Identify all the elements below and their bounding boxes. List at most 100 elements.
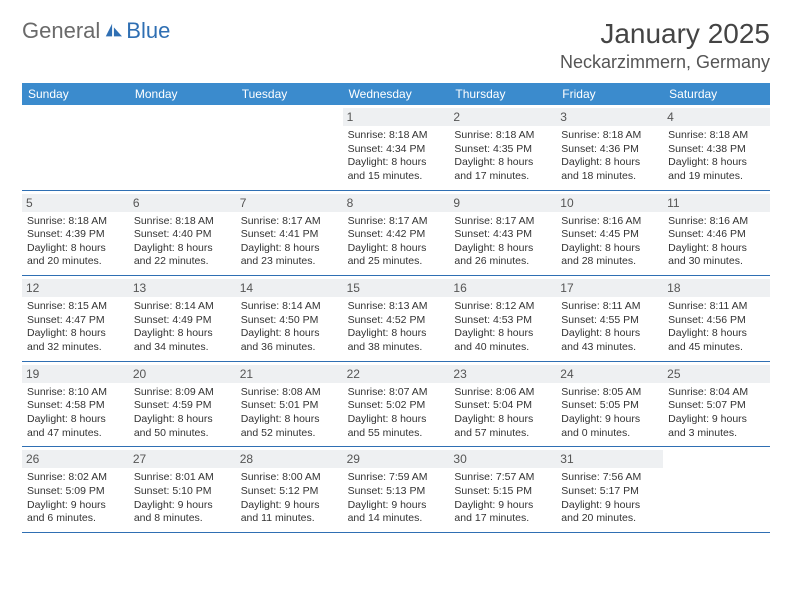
weekday-label: Sunday bbox=[22, 83, 129, 105]
day-details: Sunrise: 8:18 AMSunset: 4:34 PMDaylight:… bbox=[348, 129, 445, 184]
day-details: Sunrise: 8:08 AMSunset: 5:01 PMDaylight:… bbox=[241, 386, 338, 441]
day-number: 11 bbox=[663, 194, 770, 212]
day-details: Sunrise: 8:07 AMSunset: 5:02 PMDaylight:… bbox=[348, 386, 445, 441]
day-cell bbox=[22, 105, 129, 190]
weekday-label: Monday bbox=[129, 83, 236, 105]
day-details: Sunrise: 8:06 AMSunset: 5:04 PMDaylight:… bbox=[454, 386, 551, 441]
day-cell: 23 Sunrise: 8:06 AMSunset: 5:04 PMDayligh… bbox=[449, 362, 556, 447]
day-number: 12 bbox=[22, 279, 129, 297]
day-cell bbox=[129, 105, 236, 190]
day-cell: 31 Sunrise: 7:56 AMSunset: 5:17 PMDayligh… bbox=[556, 447, 663, 532]
day-cell: 30 Sunrise: 7:57 AMSunset: 5:15 PMDayligh… bbox=[449, 447, 556, 532]
day-number: 30 bbox=[449, 450, 556, 468]
day-number: 10 bbox=[556, 194, 663, 212]
day-details: Sunrise: 8:17 AMSunset: 4:42 PMDaylight:… bbox=[348, 215, 445, 270]
weekday-label: Thursday bbox=[449, 83, 556, 105]
day-cell: 27Sunrise: 8:01 AMSunset: 5:10 PMDayligh… bbox=[129, 447, 236, 532]
day-number: 31 bbox=[556, 450, 663, 468]
day-details: Sunrise: 8:11 AMSunset: 4:55 PMDaylight:… bbox=[561, 300, 658, 355]
day-cell: 9 Sunrise: 8:17 AMSunset: 4:43 PMDaylight… bbox=[449, 191, 556, 276]
day-details: Sunrise: 8:13 AMSunset: 4:52 PMDaylight:… bbox=[348, 300, 445, 355]
day-details: Sunrise: 8:02 AMSunset: 5:09 PMDaylight:… bbox=[27, 471, 124, 526]
day-cell: 7 Sunrise: 8:17 AMSunset: 4:41 PMDaylight… bbox=[236, 191, 343, 276]
calendar: Sunday Monday Tuesday Wednesday Thursday… bbox=[22, 83, 770, 533]
day-cell: 3 Sunrise: 8:18 AMSunset: 4:36 PMDaylight… bbox=[556, 105, 663, 190]
day-cell: 22 Sunrise: 8:07 AMSunset: 5:02 PMDayligh… bbox=[343, 362, 450, 447]
day-cell: 17 Sunrise: 8:11 AMSunset: 4:55 PMDayligh… bbox=[556, 276, 663, 361]
day-number: 2 bbox=[449, 108, 556, 126]
day-cell: 21 Sunrise: 8:08 AMSunset: 5:01 PMDayligh… bbox=[236, 362, 343, 447]
day-cell: 10 Sunrise: 8:16 AMSunset: 4:45 PMDayligh… bbox=[556, 191, 663, 276]
day-number: 4 bbox=[663, 108, 770, 126]
day-cell: 24 Sunrise: 8:05 AMSunset: 5:05 PMDayligh… bbox=[556, 362, 663, 447]
day-cell: 2Sunrise: 8:18 AMSunset: 4:35 PMDaylight… bbox=[449, 105, 556, 190]
day-cell: 28 Sunrise: 8:00 AMSunset: 5:12 PMDayligh… bbox=[236, 447, 343, 532]
week-row: 12Sunrise: 8:15 AMSunset: 4:47 PMDayligh… bbox=[22, 276, 770, 362]
day-cell: 6Sunrise: 8:18 AMSunset: 4:40 PMDaylight… bbox=[129, 191, 236, 276]
day-details: Sunrise: 8:10 AMSunset: 4:58 PMDaylight:… bbox=[27, 386, 124, 441]
week-row: 5 Sunrise: 8:18 AMSunset: 4:39 PMDaylight… bbox=[22, 191, 770, 277]
day-cell: 13Sunrise: 8:14 AMSunset: 4:49 PMDayligh… bbox=[129, 276, 236, 361]
day-details: Sunrise: 7:56 AMSunset: 5:17 PMDaylight:… bbox=[561, 471, 658, 526]
day-number: 15 bbox=[343, 279, 450, 297]
day-number: 26 bbox=[22, 450, 129, 468]
day-details: Sunrise: 8:14 AMSunset: 4:49 PMDaylight:… bbox=[134, 300, 231, 355]
sails-icon bbox=[102, 22, 124, 40]
header-row: General Blue January 2025 Neckarzimmern,… bbox=[22, 18, 770, 73]
day-number: 1 bbox=[343, 108, 450, 126]
day-cell: 4Sunrise: 8:18 AMSunset: 4:38 PMDaylight… bbox=[663, 105, 770, 190]
day-cell: 1 Sunrise: 8:18 AMSunset: 4:34 PMDaylight… bbox=[343, 105, 450, 190]
day-number: 22 bbox=[343, 365, 450, 383]
week-row: 19Sunrise: 8:10 AMSunset: 4:58 PMDayligh… bbox=[22, 362, 770, 448]
day-details: Sunrise: 8:11 AMSunset: 4:56 PMDaylight:… bbox=[668, 300, 765, 355]
day-details: Sunrise: 8:00 AMSunset: 5:12 PMDaylight:… bbox=[241, 471, 338, 526]
weekday-label: Saturday bbox=[663, 83, 770, 105]
day-details: Sunrise: 8:04 AMSunset: 5:07 PMDaylight:… bbox=[668, 386, 765, 441]
day-details: Sunrise: 8:16 AMSunset: 4:45 PMDaylight:… bbox=[561, 215, 658, 270]
weekday-label: Wednesday bbox=[343, 83, 450, 105]
day-number: 16 bbox=[449, 279, 556, 297]
day-number bbox=[663, 450, 770, 454]
day-cell: 12Sunrise: 8:15 AMSunset: 4:47 PMDayligh… bbox=[22, 276, 129, 361]
weekday-header: Sunday Monday Tuesday Wednesday Thursday… bbox=[22, 83, 770, 105]
day-number: 9 bbox=[449, 194, 556, 212]
day-cell: 19Sunrise: 8:10 AMSunset: 4:58 PMDayligh… bbox=[22, 362, 129, 447]
weeks-container: 1 Sunrise: 8:18 AMSunset: 4:34 PMDaylight… bbox=[22, 105, 770, 533]
brand-part1: General bbox=[22, 18, 100, 44]
day-number: 23 bbox=[449, 365, 556, 383]
day-cell: 26 Sunrise: 8:02 AMSunset: 5:09 PMDayligh… bbox=[22, 447, 129, 532]
brand-part2: Blue bbox=[126, 18, 170, 44]
day-cell bbox=[236, 105, 343, 190]
day-details: Sunrise: 8:14 AMSunset: 4:50 PMDaylight:… bbox=[241, 300, 338, 355]
day-number: 20 bbox=[129, 365, 236, 383]
week-row: 26 Sunrise: 8:02 AMSunset: 5:09 PMDayligh… bbox=[22, 447, 770, 533]
day-details: Sunrise: 8:05 AMSunset: 5:05 PMDaylight:… bbox=[561, 386, 658, 441]
day-number: 21 bbox=[236, 365, 343, 383]
day-details: Sunrise: 8:17 AMSunset: 4:41 PMDaylight:… bbox=[241, 215, 338, 270]
day-number bbox=[129, 108, 236, 112]
day-number: 5 bbox=[22, 194, 129, 212]
day-cell: 16 Sunrise: 8:12 AMSunset: 4:53 PMDayligh… bbox=[449, 276, 556, 361]
day-number: 28 bbox=[236, 450, 343, 468]
title-block: January 2025 Neckarzimmern, Germany bbox=[560, 18, 770, 73]
day-details: Sunrise: 8:12 AMSunset: 4:53 PMDaylight:… bbox=[454, 300, 551, 355]
day-details: Sunrise: 8:17 AMSunset: 4:43 PMDaylight:… bbox=[454, 215, 551, 270]
day-cell: 14Sunrise: 8:14 AMSunset: 4:50 PMDayligh… bbox=[236, 276, 343, 361]
location: Neckarzimmern, Germany bbox=[560, 52, 770, 73]
day-cell: 18Sunrise: 8:11 AMSunset: 4:56 PMDayligh… bbox=[663, 276, 770, 361]
day-number: 7 bbox=[236, 194, 343, 212]
day-number: 25 bbox=[663, 365, 770, 383]
weekday-label: Tuesday bbox=[236, 83, 343, 105]
day-number: 27 bbox=[129, 450, 236, 468]
day-number: 24 bbox=[556, 365, 663, 383]
day-details: Sunrise: 8:18 AMSunset: 4:40 PMDaylight:… bbox=[134, 215, 231, 270]
day-number: 17 bbox=[556, 279, 663, 297]
day-details: Sunrise: 8:18 AMSunset: 4:39 PMDaylight:… bbox=[27, 215, 124, 270]
day-details: Sunrise: 8:18 AMSunset: 4:36 PMDaylight:… bbox=[561, 129, 658, 184]
month-title: January 2025 bbox=[560, 18, 770, 50]
week-row: 1 Sunrise: 8:18 AMSunset: 4:34 PMDaylight… bbox=[22, 105, 770, 191]
day-details: Sunrise: 7:59 AMSunset: 5:13 PMDaylight:… bbox=[348, 471, 445, 526]
day-details: Sunrise: 8:09 AMSunset: 4:59 PMDaylight:… bbox=[134, 386, 231, 441]
day-number: 3 bbox=[556, 108, 663, 126]
day-details: Sunrise: 7:57 AMSunset: 5:15 PMDaylight:… bbox=[454, 471, 551, 526]
